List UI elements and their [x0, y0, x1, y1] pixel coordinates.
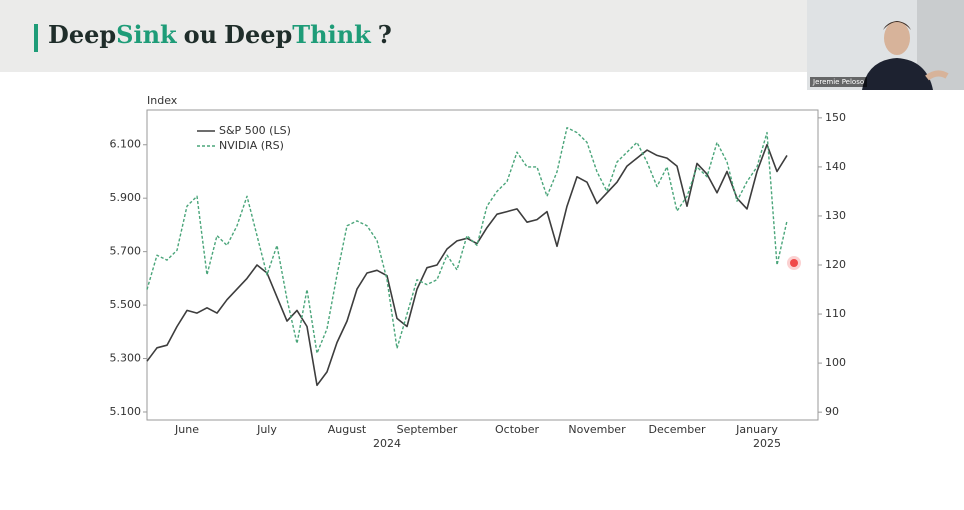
- y-tick-label: 5.300: [110, 352, 142, 365]
- webcam-name: Jeremie Peloso: [810, 77, 868, 87]
- title-part: Deep: [224, 20, 293, 49]
- y-tick-label: 5.900: [110, 191, 142, 204]
- x-tick-label: August: [328, 423, 367, 436]
- x-tick-label: September: [397, 423, 458, 436]
- y2-tick-label: 130: [825, 209, 846, 222]
- y-tick-label: 6.100: [110, 138, 142, 151]
- x-tick-label: January: [735, 423, 778, 436]
- slide-title: DeepSink ou DeepThink?: [48, 20, 392, 49]
- y2-tick-label: 90: [825, 405, 839, 418]
- x-tick-label: July: [256, 423, 277, 436]
- plot-frame: [146, 109, 819, 421]
- y-tick-label: 5.100: [110, 405, 142, 418]
- x-tick-label: November: [568, 423, 626, 436]
- title-part: Think: [292, 20, 371, 49]
- y-tick-label: 5.700: [110, 245, 142, 258]
- legend-label: NVIDIA (RS): [219, 139, 284, 152]
- title-part: ?: [377, 20, 392, 49]
- laser-glow: [787, 256, 801, 270]
- webcam: Jeremie Peloso: [807, 0, 964, 90]
- x-tick-label: June: [174, 423, 199, 436]
- title-accent: [34, 24, 38, 52]
- header: [0, 0, 964, 72]
- title-part: Sink: [116, 20, 177, 49]
- x-year-label: 2025: [753, 437, 781, 450]
- title-part: Deep: [48, 20, 117, 49]
- y2-tick-label: 100: [825, 356, 846, 369]
- y-axis-label: Index: [147, 94, 178, 107]
- legend-label: S&P 500 (LS): [219, 124, 291, 137]
- x-year-label: 2024: [373, 437, 401, 450]
- x-tick-label: December: [648, 423, 706, 436]
- laser-pointer: [790, 259, 798, 267]
- series-line: [146, 143, 788, 387]
- title-part: ou: [183, 20, 218, 49]
- y2-tick-label: 150: [825, 111, 846, 124]
- y2-tick-label: 140: [825, 160, 846, 173]
- series-line: [146, 127, 788, 354]
- y2-tick-label: 110: [825, 307, 846, 320]
- webcam-image: [807, 0, 964, 90]
- x-tick-label: October: [495, 423, 539, 436]
- y2-tick-label: 120: [825, 258, 846, 271]
- y-tick-label: 5.500: [110, 298, 142, 311]
